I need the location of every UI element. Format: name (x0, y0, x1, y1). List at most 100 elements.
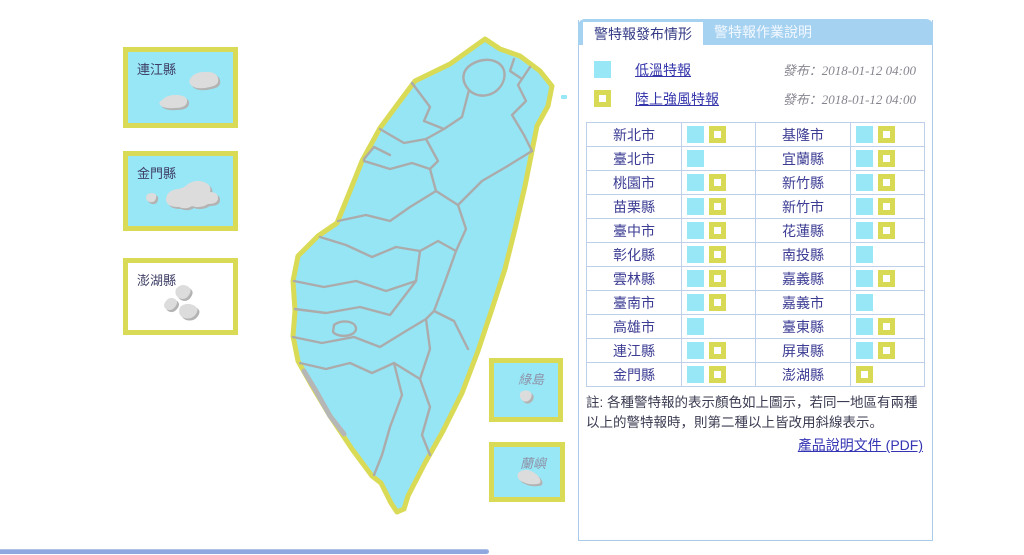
county-warning-flags (681, 362, 756, 387)
wind-warning-chip (856, 366, 873, 384)
cold-warning-chip (687, 150, 704, 168)
wind-warning-chip (878, 270, 895, 288)
county-warning-flags (850, 218, 925, 243)
county-name: 臺東縣 (755, 314, 851, 339)
wind-warning-link[interactable]: 陸上強風特報 (635, 90, 719, 107)
county-name: 宜蘭縣 (755, 146, 851, 171)
county-warning-flags (850, 338, 925, 363)
table-row: 臺北市 宜蘭縣 (586, 146, 925, 171)
lienchiang-islands-icon (159, 71, 221, 111)
wind-warning-chip (709, 246, 726, 264)
county-name: 臺中市 (586, 218, 682, 243)
cold-warning-chip (856, 198, 873, 216)
tab-warning-help[interactable]: 警特報作業說明 (714, 24, 812, 40)
county-name: 高雄市 (586, 314, 682, 339)
county-warning-table: 新北市 基隆市 臺北市 宜蘭縣 桃園市 新竹縣 苗栗縣 新竹市 臺中市 花蓮縣 彰化縣 南投縣 雲林縣嘉… (586, 122, 925, 387)
county-warning-flags (681, 122, 756, 147)
county-warning-flags (850, 170, 925, 195)
wind-warning-chip (709, 294, 726, 312)
cold-warning-chip (856, 150, 873, 168)
cold-warning-chip (687, 342, 704, 360)
county-warning-flags (681, 146, 756, 171)
product-doc-pdf-link[interactable]: 產品說明文件 (PDF) (797, 437, 923, 454)
wind-warning-chip (709, 126, 726, 144)
cold-warning-chip (687, 246, 704, 264)
county-warning-flags (681, 338, 756, 363)
county-name: 新竹縣 (755, 170, 851, 195)
county-warning-flags (681, 290, 756, 315)
taiwan-outline (290, 36, 555, 515)
penghu-islands-icon (164, 285, 200, 321)
cold-warning-chip (856, 342, 873, 360)
wind-warning-chip (709, 222, 726, 240)
kinmen-islands-icon (146, 180, 220, 211)
county-warning-flags (850, 314, 925, 339)
inset-green-island[interactable]: 綠島 (489, 358, 563, 422)
warning-table-body: 新北市 基隆市 臺北市 宜蘭縣 桃園市 新竹縣 苗栗縣 新竹市 臺中市 花蓮縣 彰化縣 南投縣 雲林縣嘉… (586, 122, 925, 387)
county-name: 花蓮縣 (755, 218, 851, 243)
table-row: 桃園市 新竹縣 (586, 170, 925, 195)
county-name: 嘉義縣 (755, 266, 851, 291)
inset-kinmen[interactable]: 金門縣 (123, 151, 238, 231)
inset-orchid-island[interactable]: 蘭嶼 (489, 442, 565, 502)
county-name: 苗栗縣 (586, 194, 682, 219)
county-name: 彰化縣 (586, 242, 682, 267)
county-name: 基隆市 (755, 122, 851, 147)
wind-warning-chip (709, 270, 726, 288)
county-warning-flags (850, 362, 925, 387)
legend-note: 註: 各種警特報的表示顏色如上圖示，若同一地區有兩種以上的警特報時，則第二種以上… (586, 395, 918, 430)
tab-warning-status[interactable]: 警特報發布情形 (583, 22, 703, 45)
county-warning-flags (850, 266, 925, 291)
table-row: 雲林縣 嘉義縣 (586, 266, 925, 291)
green-island-icon (519, 390, 534, 404)
county-name: 桃園市 (586, 170, 682, 195)
cold-warning-chip (687, 270, 704, 288)
county-name: 臺北市 (586, 146, 682, 171)
legend-row-cold: 低溫特報 發布：2018-01-12 04:00 (594, 55, 924, 84)
legend: 低溫特報 發布：2018-01-12 04:00 陸上強風特報 發布：2018-… (579, 45, 932, 117)
turtle-island-dot (561, 95, 567, 99)
county-name: 臺南市 (586, 290, 682, 315)
table-row: 金門縣 澎湖縣 (586, 362, 925, 387)
wind-warning-chip (709, 198, 726, 216)
table-row: 臺南市 嘉義市 (586, 290, 925, 315)
cold-warning-chip (687, 294, 704, 312)
county-name: 雲林縣 (586, 266, 682, 291)
panel-tabbar: 警特報發布情形 警特報作業說明 (578, 19, 933, 45)
cold-warning-chip (856, 126, 873, 144)
inset-lienchiang[interactable]: 連江縣 (123, 47, 238, 128)
cold-warning-chip (687, 222, 704, 240)
table-row: 高雄市 臺東縣 (586, 314, 925, 339)
county-warning-flags (681, 170, 756, 195)
inset-label: 蘭嶼 (519, 456, 546, 471)
inset-penghu[interactable]: 澎湖縣 (123, 258, 238, 335)
county-warning-flags (681, 194, 756, 219)
county-name: 新北市 (586, 122, 682, 147)
table-row: 新北市 基隆市 (586, 122, 925, 147)
cold-warning-chip (687, 198, 704, 216)
table-row: 臺中市 花蓮縣 (586, 218, 925, 243)
cold-warning-chip (687, 318, 704, 336)
cold-warning-chip (856, 246, 873, 264)
cold-warning-chip (856, 294, 873, 312)
warning-panel: 警特報發布情形 警特報作業說明 低溫特報 發布：2018-01-12 04:00… (578, 19, 933, 541)
cold-warning-issued-time: 發布：2018-01-12 04:00 (782, 63, 916, 78)
county-name: 澎湖縣 (755, 362, 851, 387)
county-warning-flags (681, 314, 756, 339)
inset-label: 金門縣 (137, 166, 177, 181)
county-name: 金門縣 (586, 362, 682, 387)
county-warning-flags (850, 194, 925, 219)
taiwan-map[interactable] (278, 18, 570, 532)
cold-warning-link[interactable]: 低溫特報 (635, 61, 691, 78)
county-warning-flags (850, 290, 925, 315)
wind-warning-chip (878, 174, 895, 192)
cold-warning-chip (856, 318, 873, 336)
wind-warning-chip (878, 318, 895, 336)
wind-warning-chip (878, 342, 895, 360)
cold-warning-chip (856, 222, 873, 240)
wind-warning-chip (709, 342, 726, 360)
cold-warning-chip (687, 174, 704, 192)
inset-label: 綠島 (517, 372, 544, 387)
county-name: 南投縣 (755, 242, 851, 267)
